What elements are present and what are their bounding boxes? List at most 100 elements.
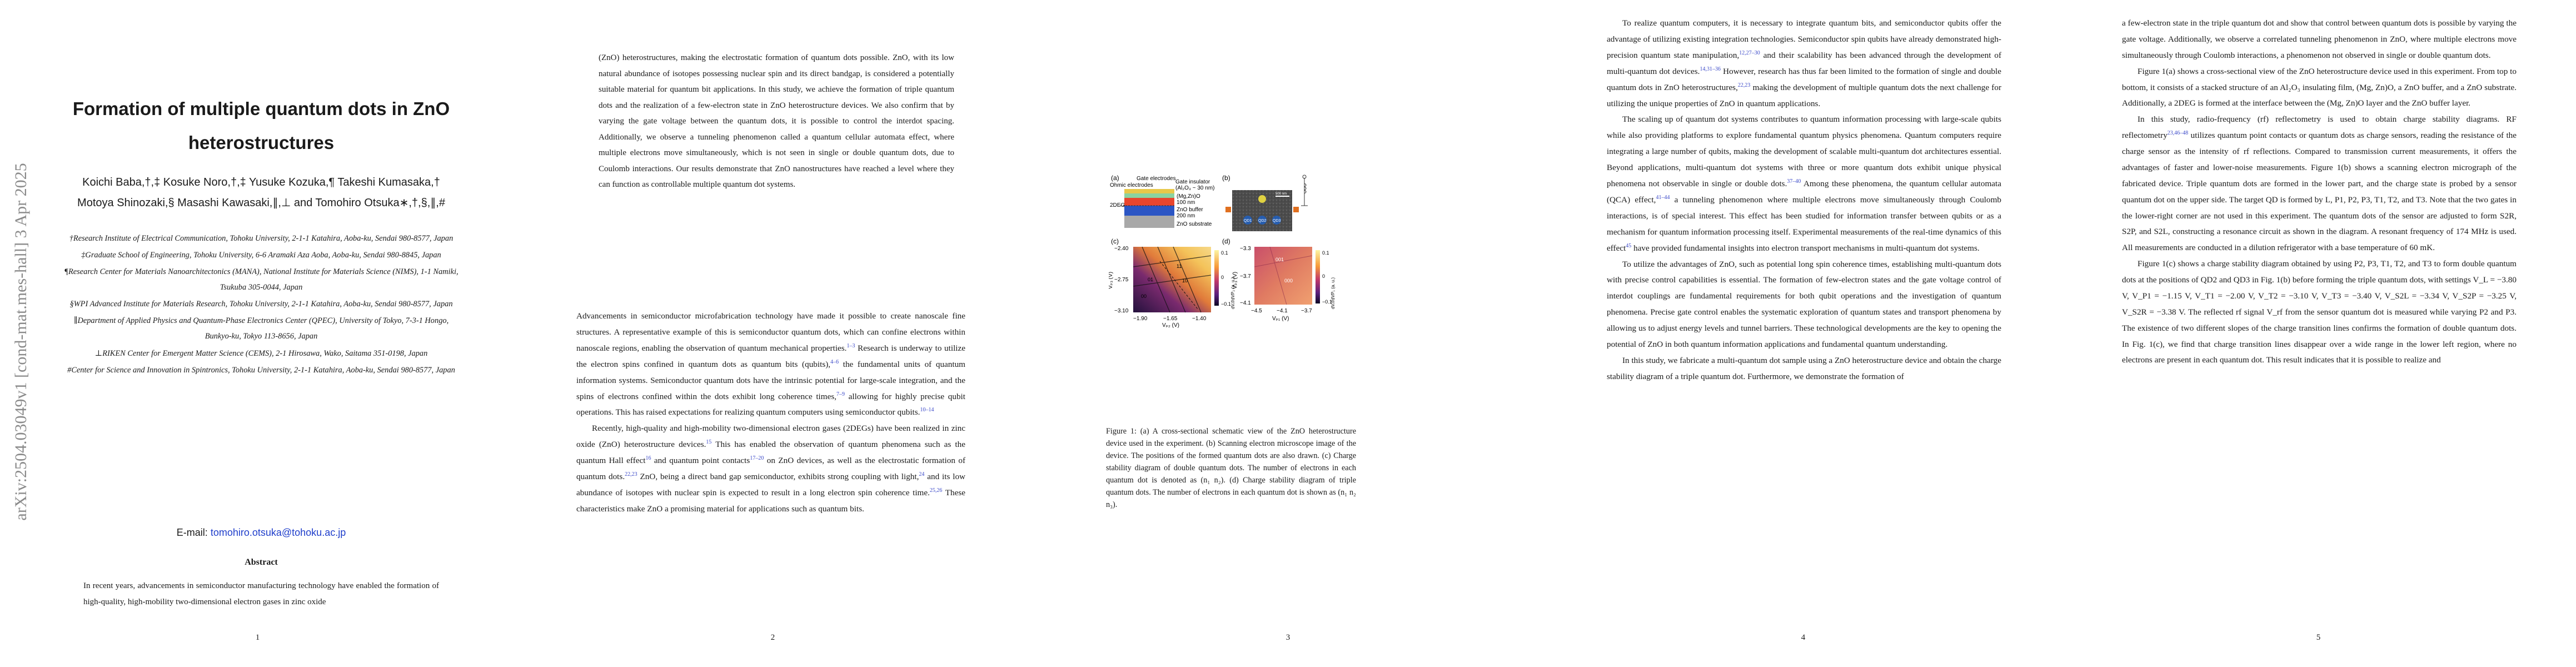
affiliations: †Research Institute of Electrical Commun… [61, 231, 461, 379]
x-tick-c: −1.90 [1133, 316, 1148, 322]
paragraph: To utilize the advantages of ZnO, such a… [1607, 259, 2001, 349]
paragraph: To realize quantum computers, it is nece… [1607, 18, 2002, 108]
state-label-01: 01 [1148, 277, 1153, 282]
abstract-text-continued: (ZnO) heterostructures, making the elect… [599, 53, 954, 189]
affiliation: ‡Graduate School of Engineering, Tohoku … [81, 251, 441, 260]
y-tick-c: −2.40 [1114, 246, 1129, 252]
contact-email: E-mail: tomohiro.otsuka@tohoku.ac.jp [61, 527, 461, 539]
x-tick-d: −3.7 [1301, 308, 1312, 314]
citation[interactable]: 23,46–48 [2167, 130, 2189, 137]
page-1: arXiv:2504.03049v1 [cond-mat.mes-hall] 3… [0, 0, 515, 667]
rf-port-icon [1302, 175, 1307, 179]
body-text-page-5: a few-electron state in the triple quant… [2122, 16, 2517, 369]
quantum-dot-1 [1243, 216, 1252, 225]
citation[interactable]: 12,27–30 [1739, 49, 1760, 56]
page-4: To realize quantum computers, it is nece… [1546, 0, 2061, 667]
state-label-000: 000 [1284, 278, 1293, 283]
transition-lines-c [1133, 246, 1212, 313]
y-tick-d: −4.1 [1240, 300, 1251, 306]
citation[interactable]: 37–40 [1787, 178, 1801, 185]
gate-insulator-label: Gate insulator [1175, 179, 1210, 185]
dashed-guides-c [1159, 261, 1198, 310]
affiliation: #Center for Science and Innovation in Sp… [67, 365, 455, 375]
gate-electrodes-label: Gate electrodes [1137, 176, 1176, 182]
panel-label-c: (c) [1111, 237, 1119, 245]
affiliation: ⊥RIKEN Center for Emergent Matter Scienc… [94, 349, 428, 358]
cbar-label-c: dVᵣf/dVP₂ (a. u.) [1230, 277, 1235, 309]
insulator-layer [1124, 193, 1174, 198]
citation[interactable]: 22,23 [1737, 82, 1751, 88]
paragraph: Figure 1(a) shows a cross-sectional view… [2122, 66, 2517, 108]
citation[interactable]: 41–44 [1656, 194, 1670, 201]
citation[interactable]: 7–9 [836, 391, 845, 397]
paragraph: In this study, we fabricate a multi-quan… [1607, 355, 2001, 381]
paper-title: Formation of multiple quantum dots in Zn… [72, 98, 450, 153]
arxiv-stamp: arXiv:2504.03049v1 [cond-mat.mes-hall] 3… [12, 163, 30, 521]
page-5: a few-electron state in the triple quant… [2061, 0, 2576, 667]
cbar-tick-d: −0.1 [1322, 299, 1332, 305]
colorbar-c [1214, 250, 1219, 306]
mgzno-layer [1124, 198, 1174, 206]
ohmic-contact-right [1293, 207, 1299, 212]
affiliation: ¶Research Center for Materials Nanoarchi… [64, 267, 459, 292]
y-tick-d: −3.3 [1240, 246, 1251, 252]
transition-lines-d [1254, 246, 1313, 305]
zno-buffer-thickness-label: 200 nm [1177, 213, 1195, 219]
citation[interactable]: 15 [706, 439, 712, 446]
abstract-text-start: In recent years, advancements in semicon… [83, 581, 439, 606]
state-label-00: 00 [1141, 293, 1147, 299]
intro-text: Advancements in semiconductor microfabri… [576, 308, 965, 517]
citation[interactable]: 10–14 [920, 407, 934, 414]
citation[interactable]: 4–6 [830, 359, 839, 365]
email-label: E-mail: [176, 527, 208, 538]
colorbar-d [1316, 250, 1320, 303]
cbar-tick-d: 0 [1322, 273, 1325, 279]
qd2-label: QD2 [1258, 219, 1267, 223]
paragraph: a few-electron state in the triple quant… [2122, 18, 2517, 60]
citation[interactable]: 22,23 [625, 471, 637, 478]
x-tick-c: −1.40 [1192, 316, 1207, 322]
page-3: 3 [1030, 0, 1546, 667]
cbar-tick-c: 0 [1221, 275, 1224, 280]
panel-label-d: (d) [1222, 237, 1230, 245]
paragraph: Advancements in semiconductor microfabri… [576, 311, 966, 417]
citation[interactable]: 24 [919, 471, 925, 478]
citation[interactable]: 25,26 [929, 487, 943, 494]
x-tick-c: −1.65 [1163, 316, 1178, 322]
affiliation: †Research Institute of Electrical Commun… [69, 234, 454, 243]
email-link[interactable]: tomohiro.otsuka@tohoku.ac.jp [210, 527, 346, 538]
mgzno-thickness-label: 100 nm [1177, 200, 1195, 206]
x-axis-label-d: Vₚ₁ (V) [1272, 316, 1289, 322]
mgzno-label: (Mg,Zn)O [1177, 193, 1200, 200]
paragraph: Recently, high-quality and high-mobility… [576, 424, 966, 514]
paragraph: Figure 1(c) shows a charge stability dia… [2122, 259, 2517, 365]
zno-substrate-layer [1124, 216, 1174, 228]
citation[interactable]: 17–20 [750, 455, 764, 462]
citation[interactable]: 16 [645, 455, 651, 462]
citation[interactable]: 45 [1626, 242, 1632, 249]
citation[interactable]: 1–3 [846, 342, 855, 349]
figure-1: (a) Gate electrodes Ohmic electrodes Gat… [1108, 172, 1337, 417]
qd3-label: QD3 [1273, 219, 1281, 223]
cbar-tick-d: 0.1 [1322, 250, 1329, 256]
zno-buffer-label: ZnO buffer [1177, 207, 1203, 213]
affiliation: §WPI Advanced Institute for Materials Re… [69, 300, 453, 309]
cbar-tick-c: −0.1 [1221, 301, 1231, 307]
x-tick-d: −4.5 [1251, 308, 1262, 314]
qd1-label: QD1 [1244, 219, 1252, 223]
authors-line-1: Koichi Baba,†,‡ Kosuke Noro,†,‡ Yusuke K… [82, 176, 440, 188]
stability-map-c [1133, 247, 1211, 312]
sensor-dot [1258, 195, 1266, 203]
zno-substrate-label: ZnO substrate [1177, 221, 1212, 227]
citation[interactable]: 14,31–36 [1700, 66, 1721, 72]
figure-1-graphics: (a) Gate electrodes Ohmic electrodes Gat… [1108, 174, 1336, 328]
paragraph: In this study, radio-frequency (rf) refl… [2122, 115, 2517, 253]
cbar-label-d: dVᵣf/dVP₁ (a. u.) [1331, 277, 1336, 309]
authors-line-2: Motoya Shinozaki,§ Masashi Kawasaki,∥,⊥ … [77, 197, 445, 209]
affiliation: ∥Department of Applied Physics and Quant… [73, 316, 449, 341]
page-number: 2 [770, 633, 775, 642]
y-axis-label-c: Vₚ₃ (V) [1109, 272, 1114, 289]
y-axis-label-d: Vₚ₃ (V) [1232, 272, 1238, 289]
gate-insulator-thickness-label: (Al₂O₃ ~ 30 nm) [1175, 185, 1214, 191]
body-text-page-4: To realize quantum computers, it is nece… [1607, 16, 2001, 385]
